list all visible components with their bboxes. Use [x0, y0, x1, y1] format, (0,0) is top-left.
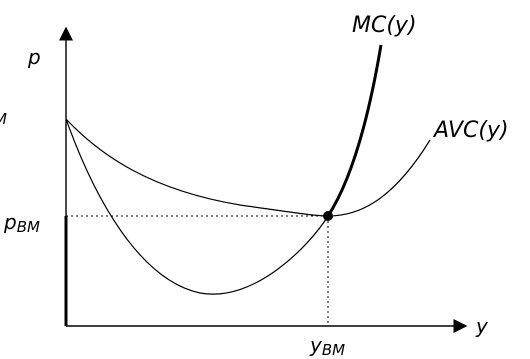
- price-label-sub: BM: [17, 218, 40, 236]
- y-axis-label: p: [27, 45, 41, 69]
- mc-label: MC(y): [352, 13, 417, 38]
- quantity-label-sub: BM: [322, 341, 345, 359]
- avc-label: AVC(y): [432, 118, 509, 143]
- quantity-label: yBM: [309, 333, 345, 359]
- price-label: pBM: [3, 210, 40, 236]
- clipped-left-label: M: [0, 110, 7, 128]
- mc-supply-curve: [326, 44, 383, 217]
- mc-curve: [65, 118, 329, 295]
- x-axis-label: y: [475, 314, 489, 338]
- avc-curve: [65, 118, 431, 217]
- break-even-point: [323, 211, 333, 221]
- price-label-main: p: [3, 210, 17, 234]
- quantity-label-main: y: [309, 333, 323, 357]
